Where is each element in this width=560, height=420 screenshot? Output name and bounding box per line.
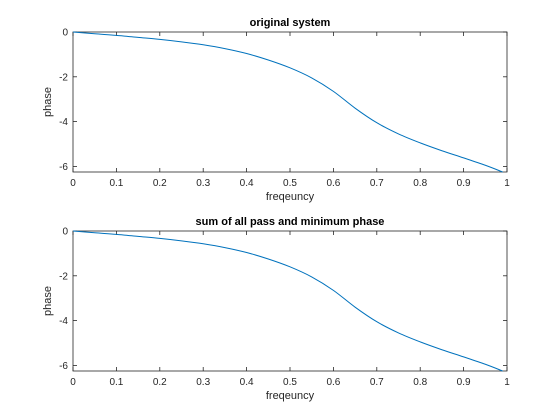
y-tick-label: -6 [59, 162, 68, 173]
x-tick-label: 0.9 [457, 377, 471, 388]
x-tick-label: 0.6 [326, 178, 340, 189]
x-tick-label: 0.1 [109, 178, 123, 189]
x-tick-label: 0.8 [413, 178, 427, 189]
x-tick-label: 0.9 [457, 178, 471, 189]
x-tick-label: 0.7 [370, 178, 384, 189]
series-line-phase [72, 31, 503, 173]
x-tick-label: 1 [504, 377, 510, 388]
x-tick-label: 0.5 [283, 178, 297, 189]
y-axis-label: phase [42, 286, 54, 316]
x-tick-label: 0.5 [283, 377, 297, 388]
series-line-phase [72, 230, 503, 372]
x-tick-label: 0.1 [109, 377, 123, 388]
x-tick-label: 0.4 [240, 377, 254, 388]
y-tick-label: -2 [59, 271, 68, 282]
subplot-1: 0 0.1 0.2 0.3 0.4 0.5 0.6 0.7 0.8 0.9 1 0 -2 -4 -6 orig… [42, 17, 510, 203]
x-tick-label: 0.8 [413, 377, 427, 388]
y-tick-label: -2 [59, 72, 68, 83]
x-tick-label: 0.2 [153, 377, 167, 388]
x-tick-label: 0.3 [196, 178, 210, 189]
y-axis-label: phase [42, 87, 54, 117]
x-axis-label: freqeuncy [266, 191, 315, 203]
chart-title: sum of all pass and minimum phase [196, 216, 385, 228]
x-tick-label: 0 [70, 178, 76, 189]
x-tick-label: 0.3 [196, 377, 210, 388]
x-tick-label: 0.4 [240, 178, 254, 189]
chart-title: original system [250, 17, 331, 29]
x-tick-label: 1 [504, 178, 510, 189]
y-tick-label: 0 [62, 28, 68, 39]
y-tick-label: -6 [59, 361, 68, 372]
x-tick-label: 0.7 [370, 377, 384, 388]
y-tick-label: -4 [59, 316, 68, 327]
y-tick-label: 0 [62, 227, 68, 238]
x-tick-label: 0 [70, 377, 76, 388]
x-tick-label: 0.2 [153, 178, 167, 189]
x-axis-label: freqeuncy [266, 390, 315, 402]
x-tick-label: 0.6 [326, 377, 340, 388]
subplot-2: 0 0.1 0.2 0.3 0.4 0.5 0.6 0.7 0.8 0.9 1 0 -2 -4 -6 sum … [42, 216, 510, 402]
y-tick-label: -4 [59, 117, 68, 128]
